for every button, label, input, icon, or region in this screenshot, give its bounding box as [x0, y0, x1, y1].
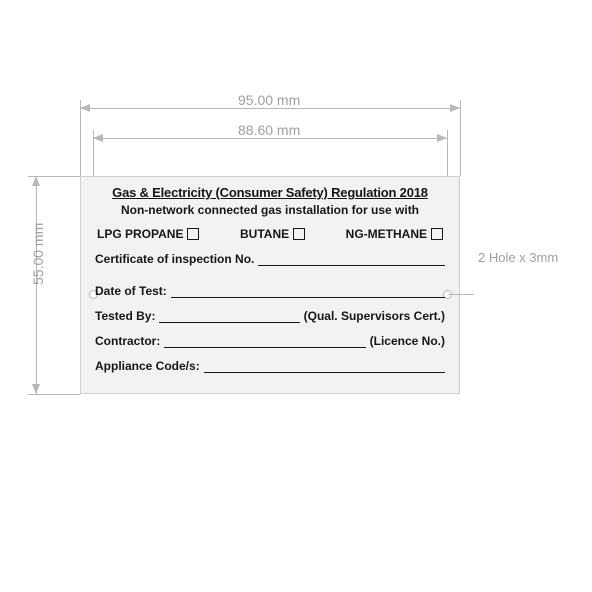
underline-icon: [258, 254, 445, 266]
underline-icon: [171, 286, 445, 298]
dim-outer-width-label: 95.00 mm: [238, 92, 300, 108]
gas-type-row: LPG PROPANE BUTANE NG-METHANE: [95, 227, 445, 241]
underline-icon: [204, 361, 445, 373]
underline-icon: [164, 336, 365, 348]
dim-line-inner-width: [93, 138, 447, 139]
gas-option-butane: BUTANE: [240, 227, 305, 241]
field-label: Contractor:: [95, 334, 160, 348]
dim-height-label: 55.00 mm: [30, 223, 46, 285]
field-appliance: Appliance Code/s:: [95, 359, 445, 373]
arrow-icon: [437, 134, 447, 142]
ext-bottom-height: [28, 394, 80, 395]
plate-subtitle: Non-network connected gas installation f…: [95, 203, 445, 217]
gas-label: BUTANE: [240, 227, 289, 241]
arrow-icon: [93, 134, 103, 142]
checkbox-icon: [431, 228, 443, 240]
ext-right-outer: [460, 100, 461, 176]
gas-option-ng: NG-METHANE: [346, 227, 443, 241]
dim-inner-width-label: 88.60 mm: [238, 122, 300, 138]
arrow-icon: [80, 104, 90, 112]
underline-icon: [159, 311, 299, 323]
field-label: Tested By:: [95, 309, 155, 323]
field-label: Date of Test:: [95, 284, 167, 298]
checkbox-icon: [187, 228, 199, 240]
field-label: Certificate of inspection No.: [95, 252, 254, 266]
field-suffix: (Licence No.): [370, 334, 445, 348]
dim-line-height: [36, 176, 37, 394]
arrow-icon: [32, 384, 40, 394]
arrow-icon: [32, 176, 40, 186]
gas-option-lpg: LPG PROPANE: [97, 227, 199, 241]
compliance-plate: Gas & Electricity (Consumer Safety) Regu…: [80, 176, 460, 394]
field-tested-by: Tested By: (Qual. Supervisors Cert.): [95, 309, 445, 323]
field-cert-no: Certificate of inspection No.: [95, 252, 445, 266]
field-suffix: (Qual. Supervisors Cert.): [304, 309, 445, 323]
leader-line: [448, 294, 474, 295]
field-label: Appliance Code/s:: [95, 359, 200, 373]
gas-label: NG-METHANE: [346, 227, 427, 241]
plate-title: Gas & Electricity (Consumer Safety) Regu…: [95, 185, 445, 200]
gas-label: LPG PROPANE: [97, 227, 183, 241]
drawing-stage: 95.00 mm 88.60 mm 55.00 mm Gas & Electri…: [0, 0, 592, 592]
field-contractor: Contractor: (Licence No.): [95, 334, 445, 348]
plate-content: Gas & Electricity (Consumer Safety) Regu…: [95, 185, 445, 385]
checkbox-icon: [293, 228, 305, 240]
field-date: Date of Test:: [95, 284, 445, 298]
arrow-icon: [450, 104, 460, 112]
dim-line-outer-width: [80, 108, 460, 109]
hole-note: 2 Hole x 3mm: [478, 250, 558, 265]
